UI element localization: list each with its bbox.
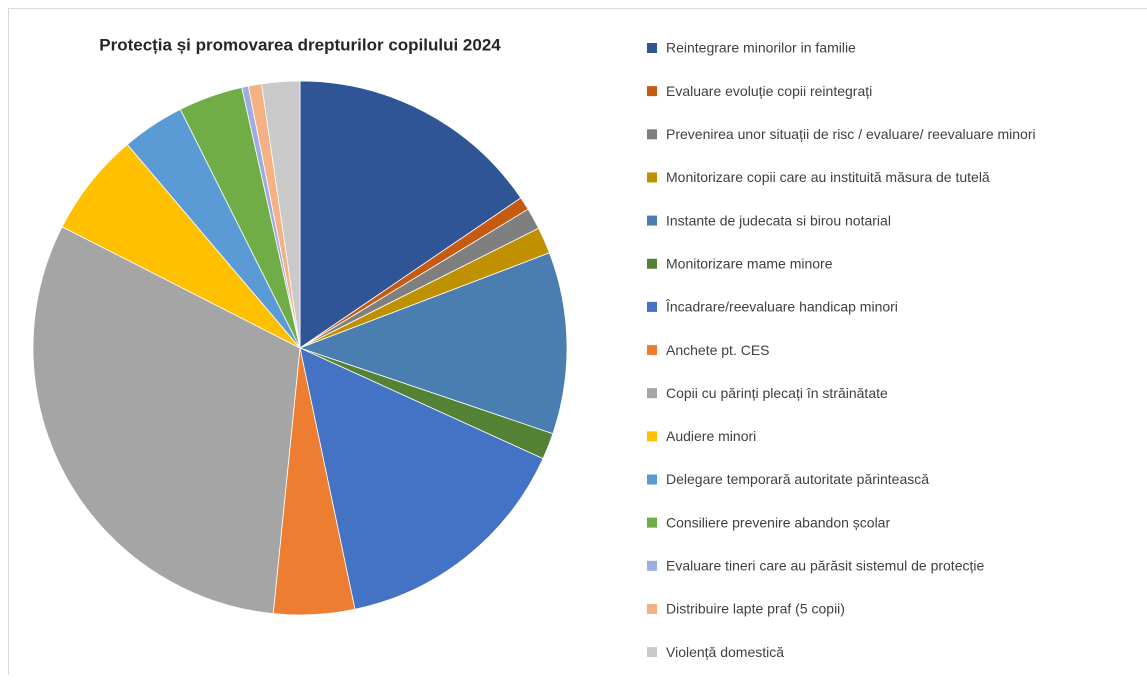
legend-label: Încadrare/reevaluare handicap minori [665, 299, 898, 315]
legend-swatch [647, 647, 657, 657]
legend-label: Reintegrare minorilor in familie [666, 40, 856, 56]
legend-swatch [647, 345, 657, 355]
legend-label: Evaluare tineri care au părăsit sistemul… [666, 558, 984, 574]
legend-swatch [647, 259, 657, 269]
legend-label: Prevenirea unor situații de risc / evalu… [666, 126, 1036, 142]
legend-swatch [647, 604, 657, 614]
legend-label: Monitorizare mame minore [666, 255, 833, 271]
legend-swatch [647, 172, 657, 182]
legend-label: Delegare temporară autoritate părinteasc… [666, 471, 929, 487]
legend-label: Audiere minori [666, 428, 756, 444]
legend-label: Violență domestică [666, 644, 784, 660]
legend-swatch [647, 475, 657, 485]
legend-label: Instante de judecata si birou notarial [666, 212, 891, 228]
legend-label: Consiliere prevenire abandon școlar [666, 514, 890, 530]
legend-swatch [647, 388, 657, 398]
legend-label: Anchete pt. CES [666, 342, 770, 358]
legend-swatch [647, 518, 657, 528]
legend-swatch [647, 431, 657, 441]
legend-label: Distribuire lapte praf (5 copii) [666, 601, 845, 617]
legend-swatch [647, 129, 657, 139]
legend-label: Evaluare evoluție copii reintegrați [666, 83, 872, 99]
legend-swatch [647, 302, 657, 312]
legend-swatch [647, 561, 657, 571]
legend-swatch [647, 43, 657, 53]
legend-swatch [647, 86, 657, 96]
legend-label: Monitorizare copii care au instituită mă… [666, 169, 990, 185]
legend-label: Copii cu părinți plecați în străinătate [666, 385, 888, 401]
chart-title: Protecția și promovarea drepturilor copi… [99, 35, 501, 54]
legend-swatch [647, 216, 657, 226]
